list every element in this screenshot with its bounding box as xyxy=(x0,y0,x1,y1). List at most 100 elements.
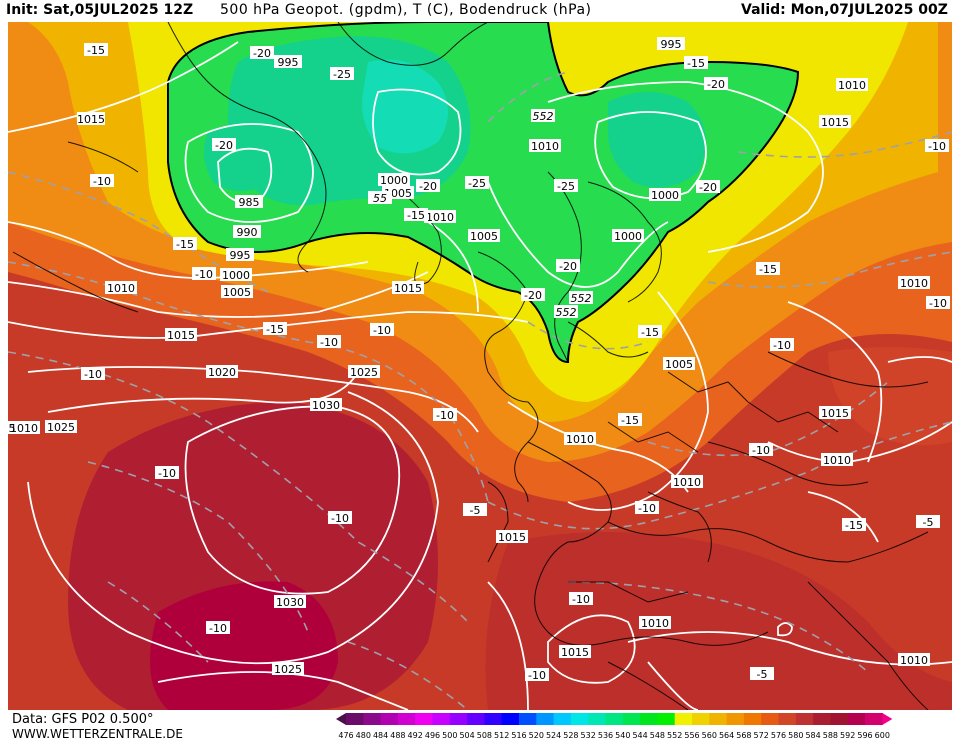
colorbar-swatch xyxy=(467,713,485,725)
colorbar-tick-label: 484 xyxy=(373,731,388,740)
svg-text:-25: -25 xyxy=(557,180,575,193)
pressure-label: 1015 xyxy=(819,406,851,420)
svg-text:1010: 1010 xyxy=(900,654,928,667)
svg-text:1005: 1005 xyxy=(665,358,693,371)
valid-time: Valid: Mon,07JUL2025 00Z xyxy=(741,2,948,18)
svg-text:1000: 1000 xyxy=(614,230,642,243)
svg-text:995: 995 xyxy=(278,56,299,69)
colorbar-swatch xyxy=(570,713,589,725)
temperature-label: -10 xyxy=(206,621,230,635)
pressure-label: 1010 xyxy=(105,281,137,295)
fill-band-cyan xyxy=(362,59,448,154)
temperature-label: -20 xyxy=(212,138,236,152)
temperature-label: -20 xyxy=(521,288,545,302)
colorbar-tick-label: 584 xyxy=(805,731,820,740)
colorbar-tick-label: 576 xyxy=(771,731,786,740)
svg-text:1000: 1000 xyxy=(651,189,679,202)
colorbar-swatch xyxy=(778,713,797,725)
colorbar-tick-label: 492 xyxy=(408,731,423,740)
svg-text:-15: -15 xyxy=(759,263,777,276)
svg-text:990: 990 xyxy=(237,226,258,239)
svg-text:995: 995 xyxy=(661,38,682,51)
svg-text:-10: -10 xyxy=(929,297,947,310)
svg-text:1005: 1005 xyxy=(470,230,498,243)
svg-text:552: 552 xyxy=(556,306,577,319)
svg-text:-15: -15 xyxy=(845,519,863,532)
svg-text:1010: 1010 xyxy=(566,433,594,446)
svg-text:1000: 1000 xyxy=(222,269,250,282)
temperature-label: -5 xyxy=(916,515,940,529)
svg-text:1030: 1030 xyxy=(312,399,340,412)
fill-band-red-east xyxy=(828,347,952,446)
svg-text:-10: -10 xyxy=(773,339,791,352)
pressure-label: 1025 xyxy=(45,420,77,434)
svg-text:1025: 1025 xyxy=(350,366,378,379)
pressure-label: 1025 xyxy=(272,662,304,676)
colorbar-swatch xyxy=(501,713,520,725)
pressure-label: 1020 xyxy=(206,365,238,379)
colorbar-swatch xyxy=(743,713,762,725)
init-time: Init: Sat,05JUL2025 12Z xyxy=(6,2,194,18)
svg-text:1010: 1010 xyxy=(641,617,669,630)
colorbar-swatch xyxy=(726,713,745,725)
pressure-label: 1010 xyxy=(821,453,853,467)
pressure-label: 1010 xyxy=(564,432,596,446)
temperature-label: -10 xyxy=(926,296,950,310)
colorbar-swatch xyxy=(432,713,451,725)
svg-text:1010: 1010 xyxy=(673,476,701,489)
pressure-label: 1000 xyxy=(649,188,681,202)
colorbar-tick-label: 592 xyxy=(840,731,855,740)
colorbar-tick-label: 488 xyxy=(390,731,405,740)
pressure-label: 1030 xyxy=(274,595,306,609)
svg-text:1015: 1015 xyxy=(498,531,526,544)
temperature-label: -15 xyxy=(84,43,108,57)
temperature-label: -25 xyxy=(554,179,578,193)
fill-band-crimson-core xyxy=(150,581,338,710)
coastlines xyxy=(12,22,929,710)
colorbar-swatch xyxy=(380,713,399,725)
svg-text:1000: 1000 xyxy=(380,174,408,187)
temperature-label: -10 xyxy=(635,501,659,515)
svg-text:-20: -20 xyxy=(699,181,717,194)
pressure-label: 1005 xyxy=(221,285,253,299)
pressure-label: 1010 xyxy=(639,616,671,630)
pressure-label: 1010 xyxy=(8,421,40,435)
pressure-label: 1015 xyxy=(819,115,851,129)
colorbar-swatch xyxy=(709,713,728,725)
svg-text:1015: 1015 xyxy=(561,646,589,659)
colorbar-tick-label: 500 xyxy=(442,731,457,740)
colorbar-tick-label: 524 xyxy=(546,731,561,740)
svg-text:-10: -10 xyxy=(93,175,111,188)
chart-title: 500 hPa Geopot. (gpdm), T (C), Bodendruc… xyxy=(220,2,592,18)
svg-text:1030: 1030 xyxy=(276,596,304,609)
svg-text:-20: -20 xyxy=(559,260,577,273)
temperature-label: -10 xyxy=(749,443,773,457)
temperature-label: -15 xyxy=(842,518,866,532)
contour-552 xyxy=(167,22,800,364)
colorbar-tick-label: 504 xyxy=(459,731,474,740)
temperature-label: -10 xyxy=(90,174,114,188)
svg-text:-20: -20 xyxy=(253,47,271,60)
svg-text:1020: 1020 xyxy=(208,366,236,379)
temperature-label: -10 xyxy=(192,267,216,281)
svg-text:1015: 1015 xyxy=(394,282,422,295)
svg-text:5: 5 xyxy=(9,422,16,435)
footer-bar: Data: GFS P02 0.500° WWW.WETTERZENTRALE.… xyxy=(0,710,959,741)
colorbar-tick-label: 516 xyxy=(511,731,526,740)
temperature-label: -15 xyxy=(756,262,780,276)
svg-text:-10: -10 xyxy=(572,593,590,606)
temperature-label: -10 xyxy=(433,408,457,422)
svg-text:55: 55 xyxy=(373,192,387,205)
colorbar-swatch xyxy=(605,713,624,725)
svg-text:-15: -15 xyxy=(687,57,705,70)
temperature-label: -15 xyxy=(638,325,662,339)
svg-text:-5: -5 xyxy=(757,668,768,681)
colorbar-swatch xyxy=(674,713,693,725)
svg-text:1010: 1010 xyxy=(900,277,928,290)
temperature-label-group: -15 -20 -25 -20 -10 -15 -10 -15 -10 -10 … xyxy=(81,43,950,682)
colorbar-swatch xyxy=(761,713,779,725)
pressure-label: 1010 xyxy=(898,276,930,290)
geopotential-label: 552 xyxy=(569,291,593,305)
colorbar-tick-label: 556 xyxy=(684,731,699,740)
pressure-label: 1030 xyxy=(310,398,342,412)
